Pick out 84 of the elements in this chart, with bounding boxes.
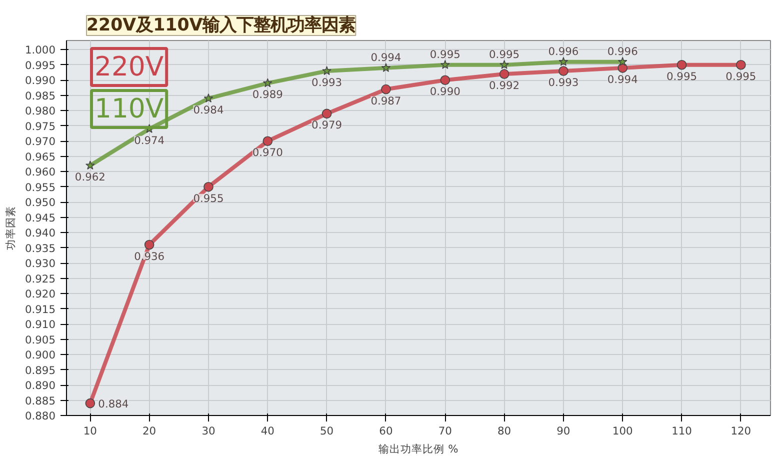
data-label: 0.979 [312, 118, 342, 132]
y-tick-label: 0.955 [24, 180, 56, 194]
y-tick-label: 0.945 [24, 211, 56, 224]
x-tick-label: 120 [730, 424, 752, 438]
point [381, 84, 391, 94]
y-tick-label: 0.950 [24, 196, 56, 210]
point [676, 60, 687, 70]
data-label: 0.955 [193, 192, 224, 205]
point [262, 136, 273, 146]
y-tick-label: 0.940 [24, 226, 56, 240]
x-tick-label: 20 [142, 424, 156, 438]
point [440, 60, 450, 69]
y-tick-label: 0.890 [24, 379, 56, 392]
data-label: 0.995 [489, 48, 520, 61]
x-tick-label: 50 [320, 424, 334, 438]
y-tick-label: 0.975 [24, 120, 56, 133]
point [500, 60, 509, 69]
point [618, 56, 628, 66]
point [144, 240, 154, 250]
y-tick-label: 1.000 [24, 44, 56, 57]
data-label: 0.995 [430, 48, 460, 61]
series-label: 110V [94, 94, 164, 124]
y-tick-label: 0.980 [24, 104, 56, 118]
data-label: 0.993 [548, 76, 579, 89]
point [204, 94, 214, 102]
y-tick-label: 0.880 [24, 410, 56, 422]
point [499, 69, 510, 79]
point [322, 108, 332, 119]
point [85, 160, 95, 170]
point [381, 63, 391, 72]
data-label: 0.974 [134, 134, 165, 147]
y-axis-title: 功率因素 [4, 206, 17, 250]
y-tick-label: 0.895 [24, 364, 56, 377]
y-tick-label: 0.910 [24, 318, 56, 332]
point [558, 66, 568, 76]
point [440, 75, 450, 86]
data-label: 0.984 [193, 103, 224, 116]
data-label: 0.987 [370, 94, 402, 108]
data-label: 0.996 [548, 44, 579, 58]
x-tick-label: 30 [202, 424, 216, 438]
x-tick-label: 60 [379, 424, 393, 438]
y-tick-label: 0.915 [24, 302, 56, 316]
x-tick-label: 40 [260, 424, 275, 438]
y-tick-label: 0.965 [24, 150, 56, 164]
x-tick-label: 80 [498, 424, 512, 438]
y-tick-label: 0.985 [24, 89, 56, 102]
y-tick-label: 0.925 [24, 272, 56, 286]
data-label: 0.884 [98, 397, 129, 410]
y-tick-label: 0.905 [24, 333, 56, 346]
y-tick-label: 0.990 [24, 74, 56, 88]
point [736, 60, 746, 70]
x-tick-label: 100 [612, 424, 633, 438]
x-tick-label: 10 [83, 424, 98, 438]
y-tick-label: 0.960 [24, 166, 56, 179]
y-tick-label: 0.885 [24, 394, 56, 408]
y-tick-label: 0.900 [24, 348, 56, 362]
x-tick-label: 70 [438, 424, 452, 438]
y-tick-label: 0.935 [24, 242, 56, 255]
x-axis-title: 输出功率比例 % [378, 442, 458, 456]
chart-title: 220V及110V输入下整机功率因素 [86, 16, 356, 36]
y-tick-label: 0.920 [24, 288, 56, 301]
x-tick-label: 110 [672, 424, 692, 438]
data-label: 0.993 [312, 76, 342, 89]
data-label: 0.989 [252, 88, 284, 102]
data-label: 0.962 [74, 170, 106, 184]
data-label: 0.995 [726, 70, 756, 83]
y-tick-label: 0.930 [24, 257, 56, 270]
data-label: 0.994 [607, 72, 638, 86]
y-tick-label: 0.970 [24, 135, 56, 148]
point [322, 66, 332, 76]
data-label: 0.970 [252, 146, 284, 160]
data-label: 0.994 [370, 50, 402, 64]
data-label: 0.995 [666, 70, 698, 83]
data-label: 0.936 [134, 250, 165, 263]
y-tick-label: 0.995 [24, 58, 56, 72]
text: 220V [94, 52, 164, 82]
point [262, 78, 272, 88]
data-label: 0.990 [430, 85, 461, 98]
data-label: 0.996 [607, 44, 638, 58]
x-tick-label: 90 [556, 424, 570, 438]
point [558, 56, 568, 66]
point [204, 182, 214, 192]
point [85, 398, 96, 408]
data-label: 0.992 [489, 79, 520, 92]
